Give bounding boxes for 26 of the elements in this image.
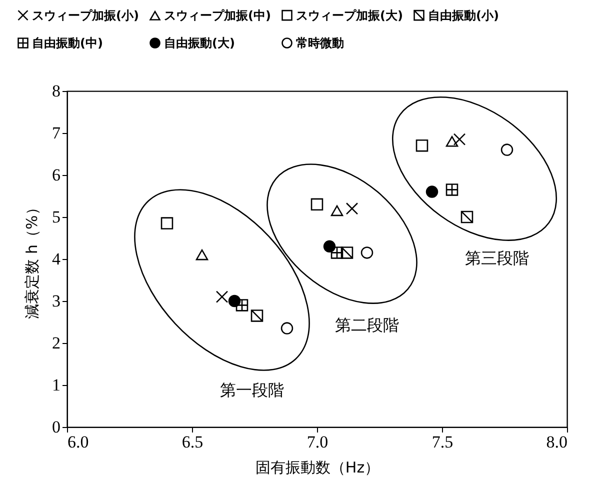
- annotation: 第一段階: [220, 380, 284, 400]
- x-axis-title: 固有振動数（Hz）: [255, 458, 380, 476]
- y-tick-label: 3: [52, 292, 60, 310]
- x-tick-label: 6.0: [68, 432, 89, 452]
- y-axis-title: 減衰定数 h（%）: [23, 200, 41, 319]
- legend-label: スウィープ加振(大): [296, 8, 403, 22]
- y-tick-label: 4: [52, 250, 61, 268]
- y-tick-label: 8: [52, 82, 60, 100]
- x-tick-label: 8.0: [546, 432, 568, 452]
- annotation: 第三段階: [465, 248, 529, 268]
- legend-label: スウィープ加振(小): [32, 8, 139, 22]
- y-tick-label: 1: [52, 376, 60, 394]
- y-tick-label: 2: [52, 334, 60, 352]
- x-tick-label: 6.5: [182, 432, 204, 452]
- legend-label: スウィープ加振(中): [164, 8, 271, 23]
- y-tick-label: 7: [52, 124, 61, 142]
- y-tick-label: 0: [52, 418, 60, 436]
- x-tick-label: 7.5: [432, 432, 454, 452]
- legend-label: 常時微動: [296, 36, 344, 50]
- legend-label: 自由振動(大): [164, 36, 235, 50]
- legend-label: 自由振動(中): [32, 36, 103, 50]
- legend-label: 自由振動(小): [428, 8, 499, 22]
- x-tick-label: 7.0: [306, 432, 328, 452]
- annotation: 第二段階: [335, 316, 399, 335]
- y-tick-label: 6: [52, 166, 60, 184]
- y-tick-label: 5: [52, 208, 60, 226]
